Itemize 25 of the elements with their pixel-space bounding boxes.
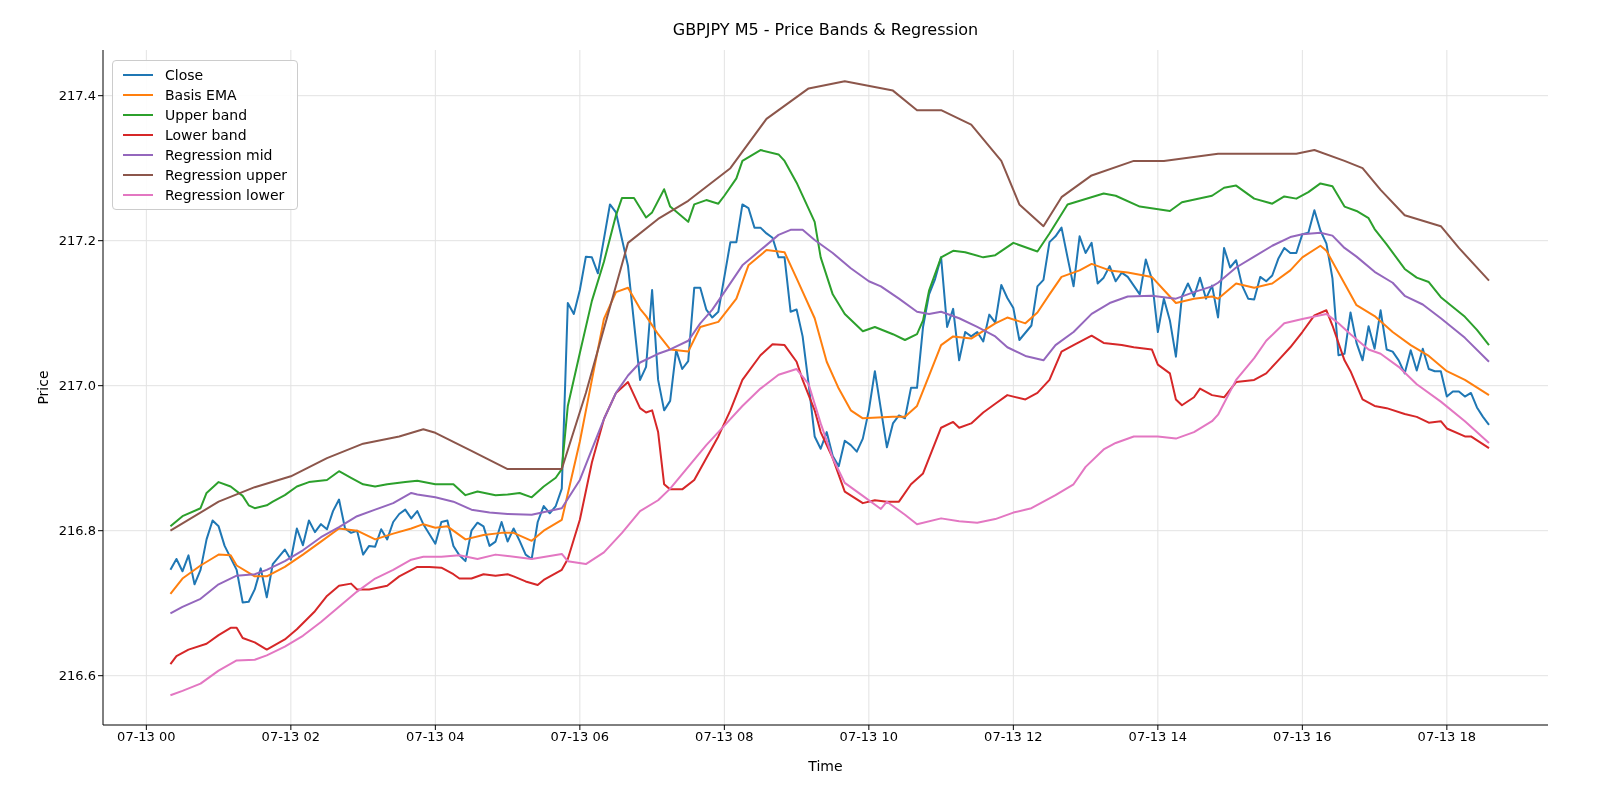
y-tick-label: 217.2 (58, 233, 96, 249)
x-tick-label: 07-13 06 (550, 729, 610, 745)
legend-label: Regression mid (165, 146, 273, 165)
legend-label: Regression upper (165, 166, 288, 185)
x-tick-label: 07-13 02 (261, 729, 321, 745)
y-tick-label: 216.6 (58, 668, 96, 684)
y-tick-label: 216.8 (58, 523, 96, 539)
legend-label: Regression lower (165, 186, 285, 205)
x-tick-label: 07-13 04 (406, 729, 465, 745)
chart-title: GBPJPY M5 - Price Bands & Regression (671, 20, 980, 39)
y-axis-title: Price (34, 370, 51, 405)
y-tick-label: 217.4 (58, 88, 96, 104)
legend-label: Close (165, 66, 204, 85)
x-axis-title: Time (807, 758, 843, 774)
legend-label: Upper band (165, 106, 248, 125)
x-tick-label: 07-13 16 (1273, 729, 1332, 745)
x-tick-label: 07-13 14 (1128, 729, 1188, 745)
y-tick-label: 217.0 (58, 378, 96, 394)
legend-label: Basis EMA (165, 86, 237, 105)
x-tick-label: 07-13 12 (984, 729, 1043, 745)
x-tick-label: 07-13 00 (117, 729, 176, 745)
legend-label: Lower band (165, 126, 247, 145)
x-tick-label: 07-13 18 (1417, 729, 1477, 745)
x-tick-label: 07-13 10 (839, 729, 899, 745)
x-tick-label: 07-13 08 (695, 729, 754, 745)
